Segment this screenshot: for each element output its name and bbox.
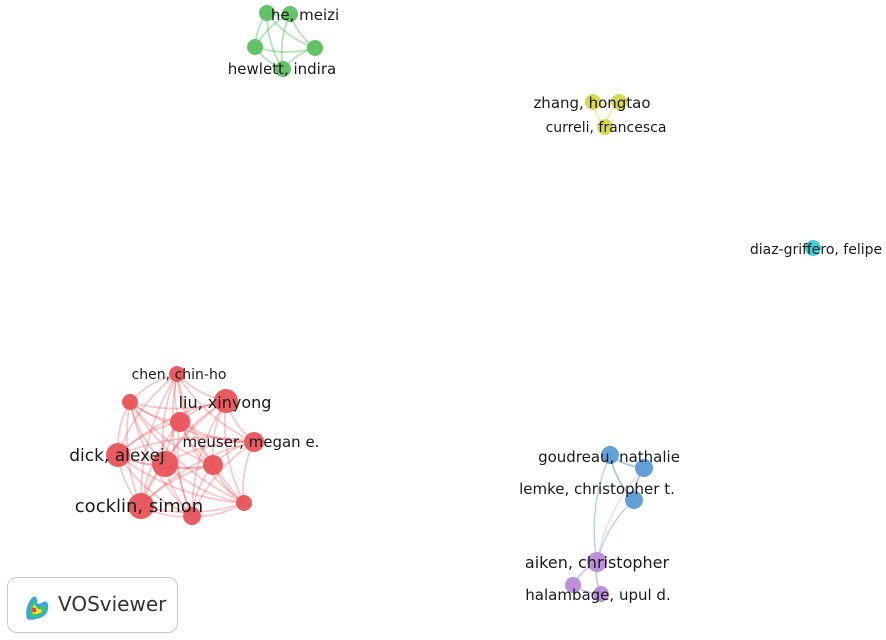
vosviewer-logo-text: VOSviewer	[58, 592, 167, 616]
node-r6[interactable]	[106, 443, 130, 467]
node-r8[interactable]	[203, 455, 223, 475]
network-labels: he, meizi hewlett, indira zhang, hongtao…	[69, 6, 882, 604]
node-b3[interactable]	[625, 491, 643, 509]
link-r1-r10	[171, 373, 193, 517]
label-diaz-griffero-felipe[interactable]: diaz-griffero, felipe	[750, 242, 882, 258]
node-r5[interactable]	[244, 432, 264, 452]
label-zhang-hongtao[interactable]: zhang, hongtao	[533, 94, 650, 112]
label-halambage-upul-d[interactable]: halambage, upul d.	[525, 586, 670, 604]
node-p1[interactable]	[587, 552, 607, 572]
node-y3[interactable]	[597, 119, 613, 135]
node-r7[interactable]	[152, 451, 178, 477]
node-g2[interactable]	[282, 6, 298, 22]
node-p2[interactable]	[565, 577, 581, 593]
node-g1[interactable]	[259, 5, 275, 21]
link-r6-r11	[117, 454, 245, 504]
label-cocklin-simon[interactable]: cocklin, simon	[75, 496, 203, 517]
node-r10[interactable]	[183, 507, 201, 525]
link-r1-r5	[176, 373, 255, 443]
node-y1[interactable]	[585, 94, 601, 110]
link-r2-r8	[129, 401, 214, 466]
link-b1-p1	[593, 454, 611, 563]
node-g3[interactable]	[247, 39, 263, 55]
link-r5-r6	[117, 436, 255, 456]
network-nodes	[106, 5, 821, 602]
node-g5[interactable]	[275, 61, 291, 77]
label-goudreau-nathalie[interactable]: goudreau, nathalie	[538, 448, 680, 466]
label-meuser-megan-e[interactable]: meuser, megan e.	[183, 433, 320, 451]
label-lemke-christopher-t[interactable]: lemke, christopher t.	[519, 480, 675, 498]
vosviewer-logo: VOSviewer	[7, 577, 178, 633]
link-r1-r9	[140, 373, 178, 507]
link-b2-p1	[596, 467, 645, 563]
label-liu-xinyong[interactable]: liu, xinyong	[179, 393, 272, 412]
link-r2-r5	[129, 401, 255, 443]
node-g4[interactable]	[307, 40, 323, 56]
node-y2[interactable]	[611, 94, 627, 110]
link-r3-r10	[191, 400, 227, 517]
node-p3[interactable]	[593, 586, 609, 602]
label-curreli-francesca[interactable]: curreli, francesca	[546, 120, 667, 136]
node-r1[interactable]	[169, 366, 185, 382]
link-r2-r11	[129, 401, 245, 504]
node-b2[interactable]	[635, 459, 653, 477]
node-r3[interactable]	[214, 389, 238, 413]
label-hewlett-indira[interactable]: hewlett, indira	[228, 60, 336, 78]
label-he-meizi[interactable]: he, meizi	[271, 6, 339, 24]
link-r1-r11	[176, 373, 245, 504]
link-r3-r9	[140, 400, 227, 507]
node-r4[interactable]	[170, 412, 190, 432]
node-r9[interactable]	[128, 493, 154, 519]
link-r3-r6	[117, 400, 227, 456]
node-r2[interactable]	[122, 394, 138, 410]
vosviewer-density-icon	[26, 596, 49, 620]
label-dick-alexej[interactable]: dick, alexej	[69, 446, 165, 466]
label-aiken-christopher[interactable]: aiken, christopher	[525, 553, 670, 572]
node-c1[interactable]	[805, 240, 821, 256]
link-r5-r9	[140, 441, 255, 507]
node-r11[interactable]	[236, 495, 252, 511]
node-b1[interactable]	[601, 446, 619, 464]
label-chen-chin-ho[interactable]: chen, chin-ho	[132, 367, 227, 383]
